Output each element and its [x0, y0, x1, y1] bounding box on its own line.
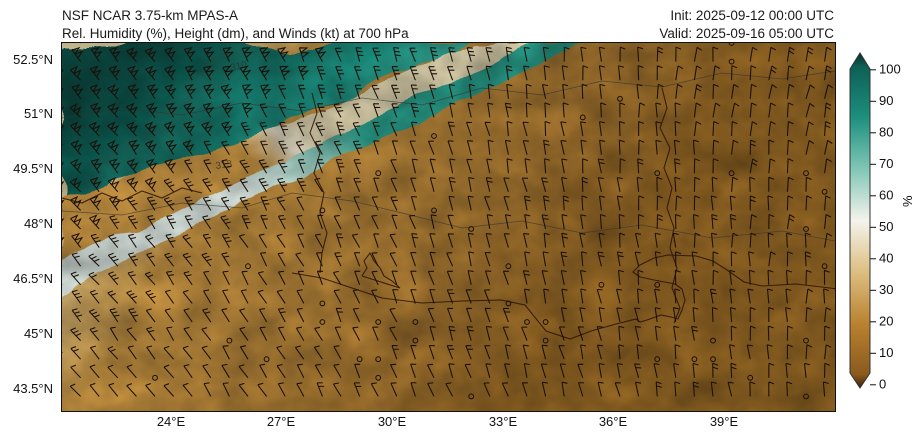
svg-text:40: 40	[879, 251, 893, 266]
svg-text:30: 30	[879, 282, 893, 297]
svg-text:50: 50	[879, 219, 893, 234]
svg-text:60: 60	[879, 188, 893, 203]
svg-text:90: 90	[879, 93, 893, 108]
svg-text:100: 100	[879, 62, 901, 77]
svg-text:70: 70	[879, 156, 893, 171]
svg-text:10: 10	[879, 345, 893, 360]
svg-text:20: 20	[879, 314, 893, 329]
svg-text:0: 0	[879, 377, 886, 392]
svg-text:80: 80	[879, 125, 893, 140]
